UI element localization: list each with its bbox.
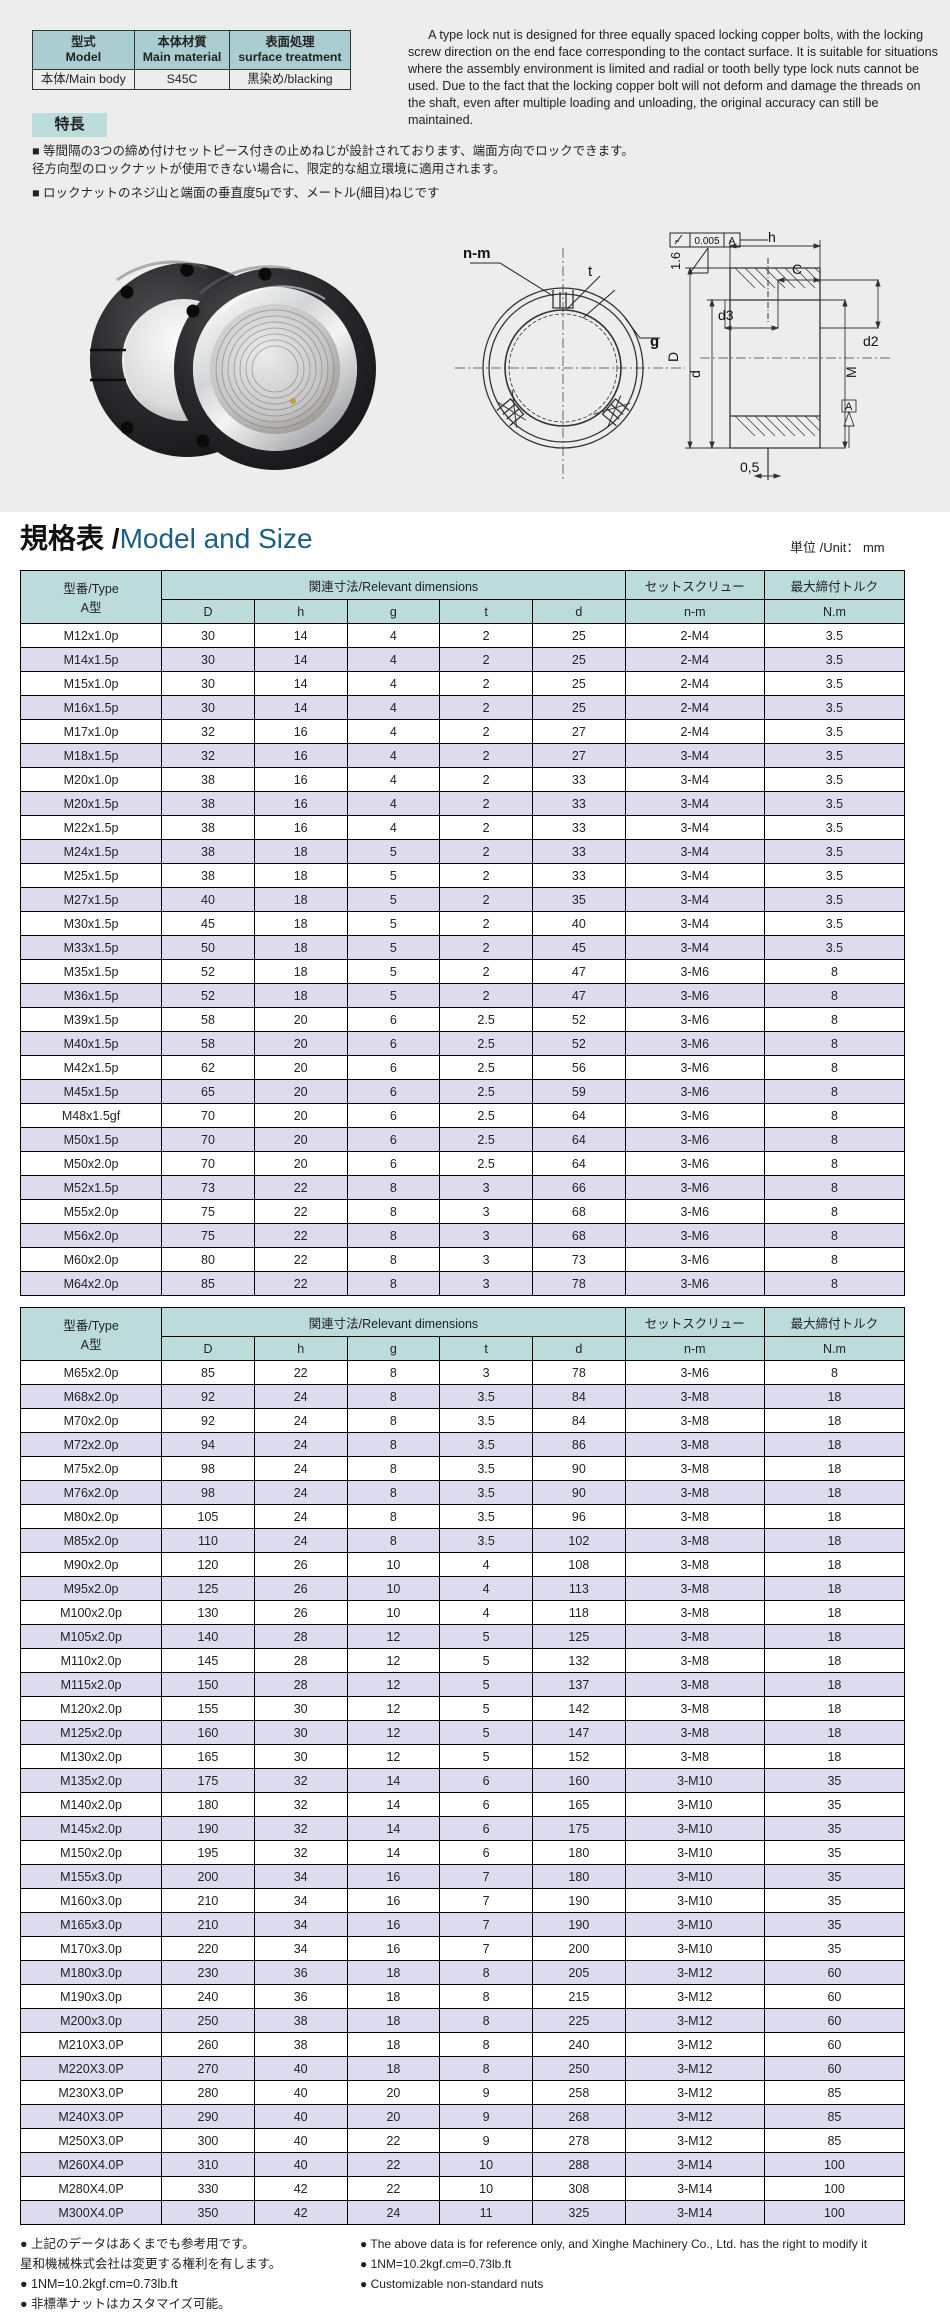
svg-text:0.005: 0.005	[694, 236, 719, 247]
svg-text:M: M	[843, 366, 859, 378]
svg-text:n-m: n-m	[463, 245, 491, 262]
svg-text:g: g	[650, 333, 659, 350]
svg-text:t: t	[588, 263, 593, 280]
svg-text:D: D	[665, 352, 681, 362]
svg-text:d2: d2	[863, 333, 879, 349]
svg-text:h: h	[768, 229, 776, 245]
svg-text:C: C	[792, 261, 802, 277]
svg-text:A: A	[729, 236, 736, 247]
svg-text:1.6: 1.6	[668, 252, 683, 270]
svg-text:0,5: 0,5	[740, 459, 760, 475]
svg-text:d: d	[687, 370, 703, 378]
svg-text:d3: d3	[718, 307, 734, 323]
